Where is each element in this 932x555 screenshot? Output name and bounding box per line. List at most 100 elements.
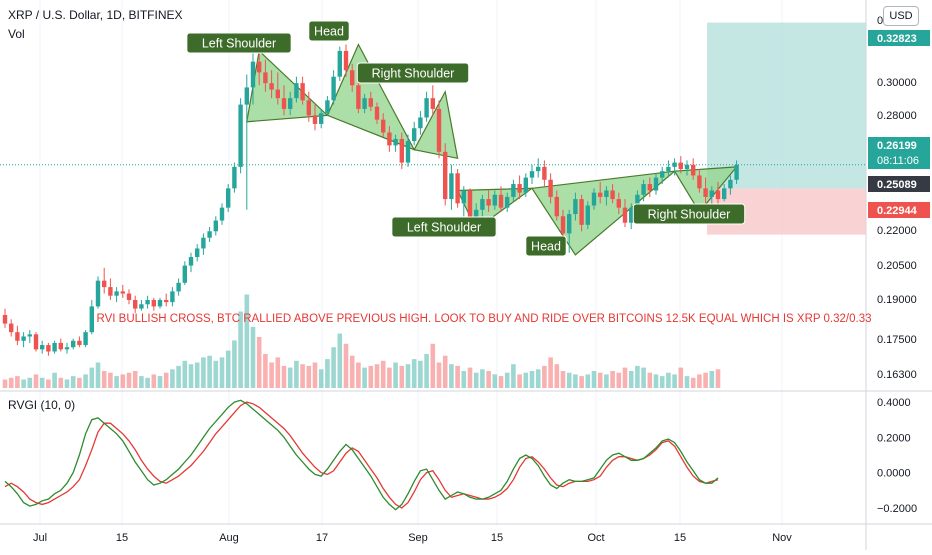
volume-bar	[182, 360, 188, 388]
candle	[393, 134, 398, 152]
price-axis[interactable]: 0.320000.300000.280000.220000.205000.190…	[877, 15, 917, 381]
volume-bar	[294, 360, 299, 388]
pattern-label[interactable]: Head	[525, 235, 567, 257]
pattern-label[interactable]: Left Shoulder	[391, 216, 497, 238]
volume-bar	[70, 376, 76, 388]
candle	[337, 46, 342, 81]
volume-bar	[108, 372, 113, 388]
volume-bar	[219, 357, 225, 388]
candle-body	[306, 100, 311, 116]
current-price-badge-bg	[868, 137, 930, 169]
candle	[71, 338, 76, 350]
volume-bar	[461, 371, 467, 388]
candle-body	[517, 184, 522, 193]
candle	[641, 179, 646, 202]
candle-body	[567, 214, 572, 234]
candle-body	[195, 248, 200, 258]
volume-bar	[548, 357, 553, 388]
pattern-triangle[interactable]	[413, 89, 459, 160]
volume-bar	[684, 376, 690, 388]
candle	[263, 59, 268, 92]
entry-price-badge: 0.25089	[868, 176, 930, 192]
volume-bar	[622, 367, 628, 388]
pattern-label[interactable]: Right Shoulder	[356, 62, 470, 84]
volume-bar	[492, 374, 498, 388]
candle	[585, 201, 590, 230]
candle-body	[399, 138, 404, 163]
volume-bar	[368, 365, 374, 388]
pattern-label[interactable]: Head	[308, 20, 350, 42]
currency-button[interactable]: USD	[883, 6, 919, 26]
candle	[486, 190, 491, 212]
volume-bar	[132, 371, 138, 388]
target-zone[interactable]	[707, 22, 866, 189]
candle-body	[89, 306, 94, 333]
volume-bar	[33, 374, 39, 388]
candle-body	[2, 315, 8, 324]
volume-bar	[393, 362, 398, 388]
candle	[560, 209, 566, 240]
candle	[83, 330, 88, 348]
candle	[412, 121, 417, 146]
candle-body	[219, 207, 225, 221]
candle	[27, 330, 32, 343]
volume-bar	[163, 372, 169, 388]
volume-bar	[225, 350, 231, 388]
candle	[374, 102, 380, 124]
volume-bar	[263, 354, 268, 388]
volume-bar	[157, 376, 163, 388]
candle	[498, 186, 504, 212]
volume-bar	[473, 372, 479, 388]
candle	[722, 184, 727, 202]
rvgi-pane[interactable]: RVGI (10, 0) 0.4000 0.2000 0.0000 −0.2000	[4, 397, 917, 515]
pattern-label-bg	[356, 62, 470, 84]
pattern-label[interactable]: Right Shoulder	[632, 203, 746, 225]
candle-body	[77, 340, 82, 346]
price-tick-label: 0.16300	[877, 369, 917, 381]
price-tick-label: 0.28000	[877, 110, 917, 122]
volume-bar	[176, 365, 181, 388]
volume-bar	[95, 362, 101, 388]
candle	[381, 113, 386, 137]
candle	[678, 156, 683, 174]
candle-body	[430, 98, 435, 109]
volume-bar	[405, 364, 411, 388]
entry-price-text: 0.25089	[877, 179, 917, 191]
candle	[604, 186, 609, 206]
candle-body	[46, 345, 51, 352]
candle	[15, 325, 20, 346]
volume-bar	[597, 372, 603, 388]
volume-bar	[275, 357, 281, 388]
candle-body	[188, 257, 194, 266]
candle-body	[226, 188, 231, 208]
candle	[405, 134, 411, 167]
volume-bar	[709, 371, 715, 388]
candle	[269, 70, 274, 99]
candle	[548, 173, 553, 204]
candle-body	[467, 190, 473, 221]
candle-body	[9, 323, 14, 333]
candle-body	[108, 287, 113, 296]
candle-body	[368, 98, 373, 107]
candle-body	[560, 216, 566, 234]
candle	[64, 342, 70, 354]
volume-bar	[616, 372, 622, 388]
candle	[443, 143, 448, 206]
candle	[145, 295, 150, 309]
candle	[40, 340, 45, 354]
pattern-label[interactable]: Left Shoulder	[186, 32, 292, 54]
candle-body	[250, 61, 256, 88]
candle	[226, 184, 231, 212]
time-axis[interactable]: Jul 15 Aug 17 Sep 15 Oct 15 Nov	[33, 532, 792, 544]
trade-annotation[interactable]: RVI BULLISH CROSS, BTC RALLIED ABOVE PRE…	[96, 313, 871, 325]
rvgi-tick-label: 0.2000	[877, 432, 911, 444]
candle	[102, 267, 107, 294]
candle	[511, 179, 516, 202]
candle-body	[201, 237, 206, 249]
volume-bar	[349, 355, 355, 388]
price-tick-label: 0.20500	[877, 260, 917, 272]
volume-bar	[678, 367, 684, 388]
price-tick-label: 0.17500	[877, 334, 917, 346]
